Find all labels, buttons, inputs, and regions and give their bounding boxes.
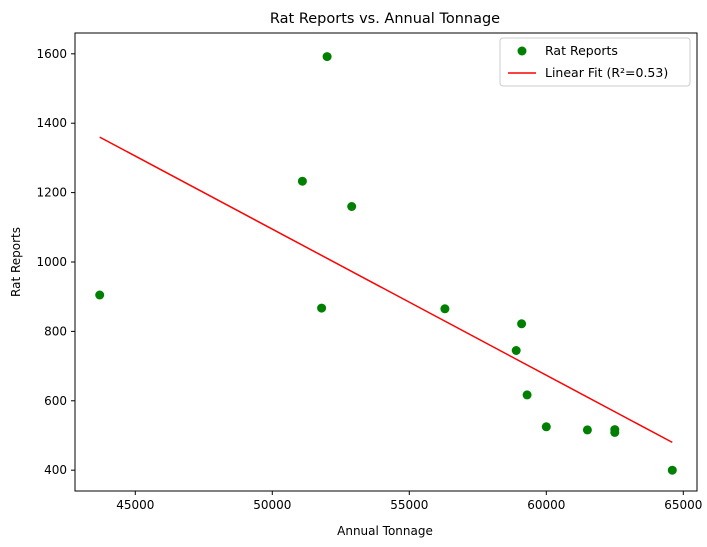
x-axis: 45000 50000 55000 60000 65000 bbox=[116, 491, 702, 512]
data-point bbox=[610, 427, 620, 437]
chart-title: Rat Reports vs. Annual Tonnage bbox=[270, 11, 500, 27]
y-tick-label: 1400 bbox=[36, 116, 67, 130]
legend: Rat Reports Linear Fit (R²=0.53) bbox=[499, 37, 691, 87]
y-tick-label: 1000 bbox=[36, 255, 67, 269]
y-axis: 400 600 800 1000 1200 1400 1600 bbox=[36, 47, 75, 477]
x-tick-label: 50000 bbox=[253, 498, 291, 512]
data-point bbox=[297, 176, 307, 186]
data-point bbox=[522, 390, 532, 400]
y-tick-label: 1600 bbox=[36, 47, 67, 61]
legend-box bbox=[499, 37, 691, 87]
y-tick-label: 800 bbox=[44, 324, 67, 338]
data-point bbox=[511, 346, 521, 355]
y-tick-label: 400 bbox=[44, 463, 67, 477]
x-tick-label: 60000 bbox=[527, 498, 565, 512]
x-tick-label: 65000 bbox=[664, 498, 702, 512]
data-point bbox=[517, 319, 527, 329]
data-point bbox=[347, 202, 357, 211]
y-axis-title: Rat Reports bbox=[9, 227, 23, 297]
y-tick-label: 1200 bbox=[36, 186, 67, 200]
legend-marker-swatch bbox=[517, 46, 527, 56]
data-point bbox=[317, 303, 327, 313]
data-point bbox=[667, 465, 677, 475]
fit-line bbox=[99, 136, 673, 444]
legend-label: Rat Reports bbox=[545, 43, 618, 58]
data-point bbox=[440, 304, 450, 314]
x-tick-label: 55000 bbox=[390, 498, 428, 512]
data-point bbox=[322, 52, 332, 62]
y-tick-label: 600 bbox=[44, 394, 67, 408]
data-point bbox=[582, 425, 592, 435]
x-axis-title: Annual Tonnage bbox=[337, 524, 433, 538]
data-point bbox=[95, 290, 105, 300]
plot-area bbox=[74, 32, 698, 492]
data-point bbox=[541, 422, 551, 432]
x-tick-label: 45000 bbox=[116, 498, 154, 512]
legend-label: Linear Fit (R²=0.53) bbox=[545, 65, 668, 80]
